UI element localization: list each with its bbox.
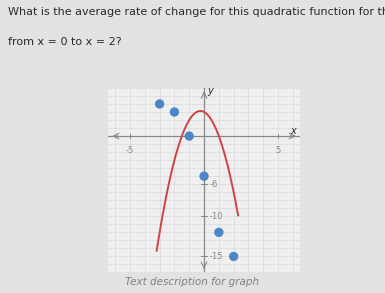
Point — [186, 134, 192, 138]
Text: y: y — [207, 86, 213, 96]
Point — [171, 110, 177, 114]
Text: -10: -10 — [209, 212, 223, 221]
Point — [231, 254, 237, 259]
Text: 5: 5 — [275, 146, 281, 156]
Text: Text description for graph: Text description for graph — [126, 277, 259, 287]
Text: -5: -5 — [126, 146, 134, 156]
Text: x: x — [290, 126, 296, 136]
Point — [216, 230, 222, 235]
Text: -15: -15 — [209, 252, 223, 261]
Point — [157, 102, 163, 106]
Text: What is the average rate of change for this quadratic function for the interval: What is the average rate of change for t… — [8, 7, 385, 17]
Point — [201, 174, 207, 178]
Text: from x = 0 to x = 2?: from x = 0 to x = 2? — [8, 37, 121, 47]
Text: -6: -6 — [209, 180, 218, 189]
